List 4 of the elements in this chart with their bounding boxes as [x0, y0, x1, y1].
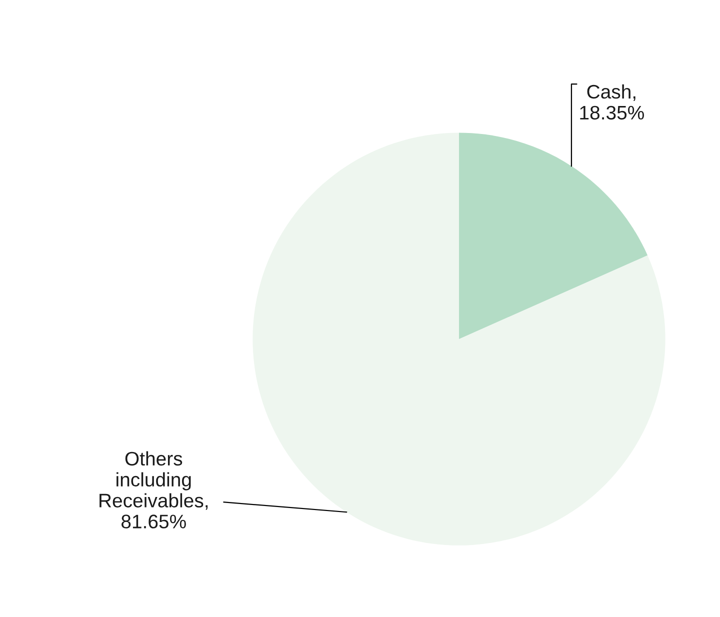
pie-slice	[252, 132, 666, 546]
pie-slice	[459, 132, 648, 340]
slice-label: Cash, 18.35%	[580, 84, 644, 120]
slice-label: Others including Receivables, 81.65%	[100, 451, 208, 528]
